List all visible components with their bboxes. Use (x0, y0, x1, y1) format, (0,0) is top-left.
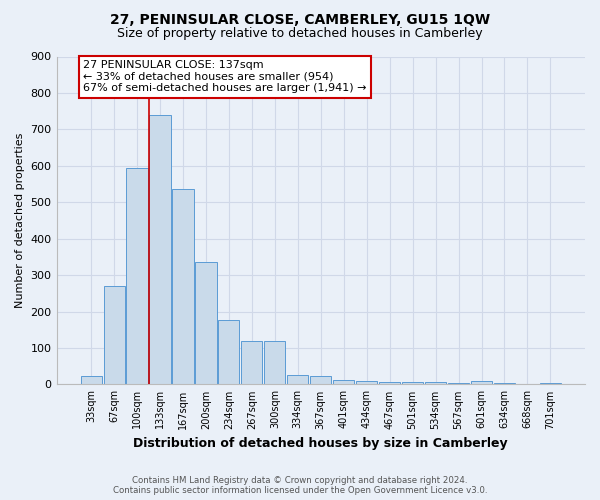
X-axis label: Distribution of detached houses by size in Camberley: Distribution of detached houses by size … (133, 437, 508, 450)
Bar (264, 342, 286, 384)
Text: Size of property relative to detached houses in Camberley: Size of property relative to detached ho… (117, 28, 483, 40)
Bar (172, 190, 194, 384)
Y-axis label: Number of detached properties: Number of detached properties (15, 133, 25, 308)
Bar (218, 320, 239, 384)
Text: 27 PENINSULAR CLOSE: 137sqm
← 33% of detached houses are smaller (954)
67% of se: 27 PENINSULAR CLOSE: 137sqm ← 33% of det… (83, 60, 367, 94)
Bar (425, 382, 446, 384)
Bar (80, 376, 101, 384)
Bar (333, 380, 354, 384)
Bar (471, 381, 492, 384)
Bar (310, 376, 331, 384)
Bar (379, 382, 400, 384)
Bar (104, 286, 125, 384)
Bar (127, 168, 148, 384)
Bar (196, 262, 217, 384)
Bar (149, 115, 170, 384)
Text: Contains HM Land Registry data © Crown copyright and database right 2024.
Contai: Contains HM Land Registry data © Crown c… (113, 476, 487, 495)
Bar (287, 376, 308, 384)
Bar (356, 381, 377, 384)
Text: 27, PENINSULAR CLOSE, CAMBERLEY, GU15 1QW: 27, PENINSULAR CLOSE, CAMBERLEY, GU15 1Q… (110, 12, 490, 26)
Bar (241, 342, 262, 384)
Bar (402, 382, 423, 384)
